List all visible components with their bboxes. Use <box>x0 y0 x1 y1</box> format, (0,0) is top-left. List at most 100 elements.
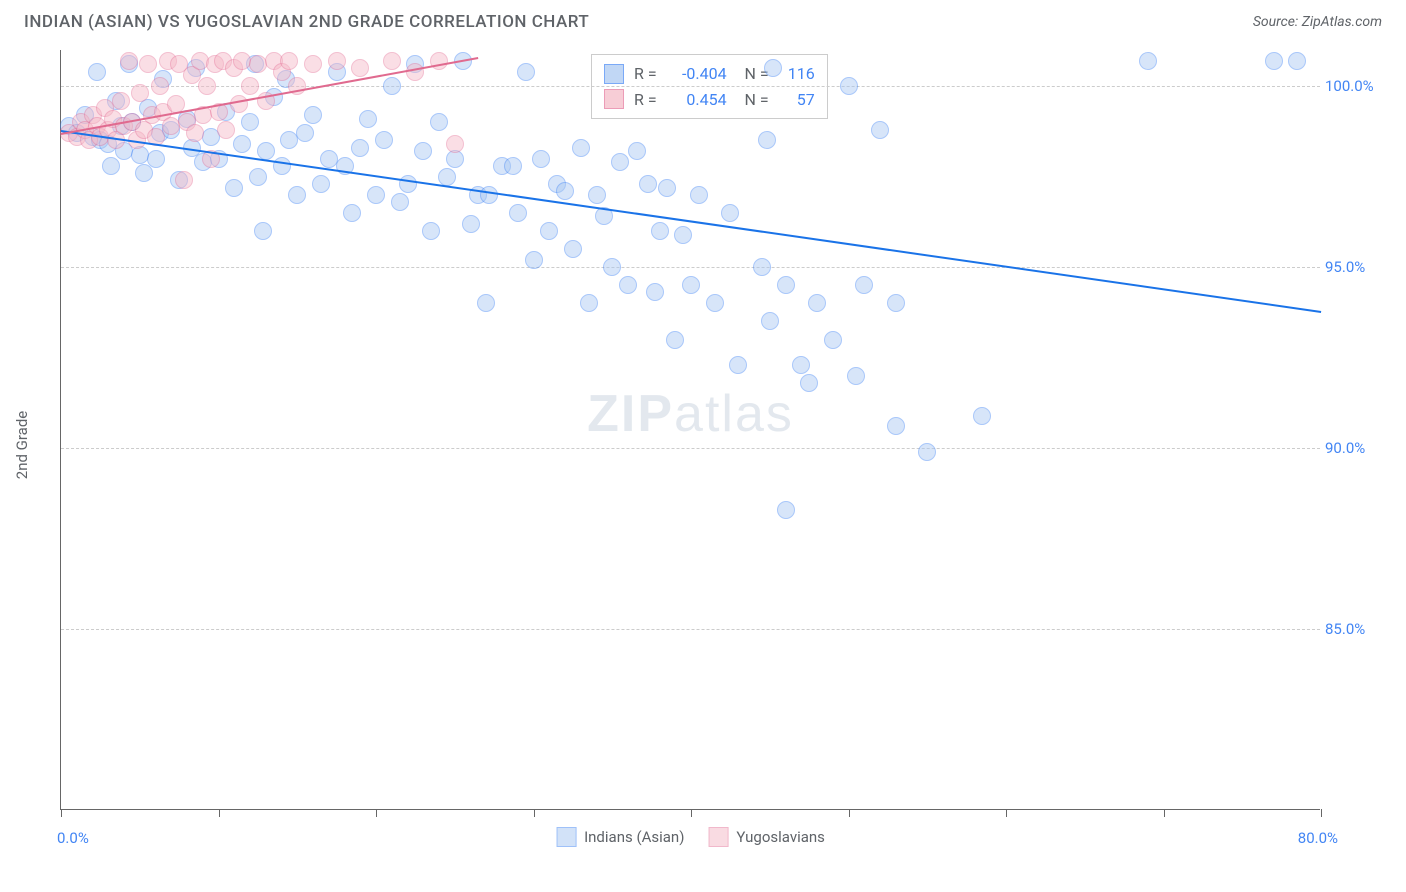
data-point <box>674 226 692 244</box>
data-point <box>233 135 251 153</box>
x-tick <box>376 809 377 817</box>
data-point <box>280 52 298 70</box>
data-point <box>540 222 558 240</box>
data-point <box>658 179 676 197</box>
data-point <box>808 294 826 312</box>
data-point <box>88 63 106 81</box>
x-axis-start-label: 0.0% <box>57 829 89 847</box>
data-point <box>603 258 621 276</box>
data-point <box>112 92 130 110</box>
data-point <box>151 77 169 95</box>
data-point <box>343 204 361 222</box>
x-tick <box>691 809 692 817</box>
data-point <box>887 294 905 312</box>
data-point <box>753 258 771 276</box>
data-point <box>359 110 377 128</box>
data-point <box>446 135 464 153</box>
stat-r-label: R = <box>634 87 657 113</box>
data-point <box>721 204 739 222</box>
data-point <box>296 124 314 142</box>
data-point <box>254 222 272 240</box>
data-point <box>312 175 330 193</box>
data-point <box>564 240 582 258</box>
x-tick <box>534 809 535 817</box>
data-point <box>588 186 606 204</box>
data-point <box>414 142 432 160</box>
data-point <box>120 52 138 70</box>
data-point <box>249 168 267 186</box>
data-point <box>351 59 369 77</box>
legend-label: Yugoslavians <box>736 828 825 846</box>
data-point <box>690 186 708 204</box>
data-point <box>399 175 417 193</box>
data-point <box>918 443 936 461</box>
data-point <box>509 204 527 222</box>
data-point <box>792 356 810 374</box>
y-axis-label: 2nd Grade <box>13 411 31 479</box>
data-point <box>139 55 157 73</box>
legend-item: Indians (Asian) <box>556 827 684 847</box>
stat-r-value: -0.404 <box>667 61 727 87</box>
x-tick <box>849 809 850 817</box>
data-point <box>477 294 495 312</box>
legend-swatch <box>556 827 576 847</box>
data-point <box>422 222 440 240</box>
data-point <box>198 77 216 95</box>
gridline <box>61 448 1320 449</box>
data-point <box>517 63 535 81</box>
data-point <box>480 186 498 204</box>
data-point <box>761 312 779 330</box>
data-point <box>304 106 322 124</box>
data-point <box>758 131 776 149</box>
data-point <box>580 294 598 312</box>
data-point <box>1139 52 1157 70</box>
y-tick-label: 90.0% <box>1325 439 1380 457</box>
data-point <box>186 124 204 142</box>
stat-r-label: R = <box>634 61 657 87</box>
x-tick <box>1006 809 1007 817</box>
chart-title: INDIAN (ASIAN) VS YUGOSLAVIAN 2ND GRADE … <box>24 12 589 32</box>
data-point <box>777 276 795 294</box>
data-point <box>706 294 724 312</box>
data-point <box>230 95 248 113</box>
data-point <box>328 52 346 70</box>
data-point <box>304 55 322 73</box>
data-point <box>375 131 393 149</box>
plot-area: ZIPatlas R = -0.404 N = 116R = 0.454 N =… <box>60 50 1320 810</box>
data-point <box>855 276 873 294</box>
data-point <box>666 331 684 349</box>
data-point <box>777 501 795 519</box>
data-point <box>619 276 637 294</box>
data-point <box>273 157 291 175</box>
data-point <box>824 331 842 349</box>
data-point <box>847 367 865 385</box>
data-point <box>504 157 522 175</box>
gridline <box>61 629 1320 630</box>
data-point <box>646 283 664 301</box>
data-point <box>764 59 782 77</box>
data-point <box>406 63 424 81</box>
legend-item: Yugoslavians <box>708 827 825 847</box>
data-point <box>367 186 385 204</box>
data-point <box>1265 52 1283 70</box>
x-tick <box>1321 809 1322 817</box>
y-tick-label: 95.0% <box>1325 258 1380 276</box>
chart-container: 2nd Grade ZIPatlas R = -0.404 N = 116R =… <box>50 50 1380 840</box>
data-point <box>131 84 149 102</box>
data-point <box>525 251 543 269</box>
data-point <box>887 417 905 435</box>
data-point <box>840 77 858 95</box>
data-point <box>532 150 550 168</box>
x-tick <box>61 809 62 817</box>
data-point <box>241 77 259 95</box>
x-tick <box>1164 809 1165 817</box>
data-point <box>102 157 120 175</box>
gridline <box>61 267 1320 268</box>
data-point <box>175 171 193 189</box>
y-tick-label: 85.0% <box>1325 620 1380 638</box>
stat-r-value: 0.454 <box>667 87 727 113</box>
data-point <box>682 276 700 294</box>
legend-swatch <box>708 827 728 847</box>
data-point <box>556 182 574 200</box>
data-point <box>288 186 306 204</box>
